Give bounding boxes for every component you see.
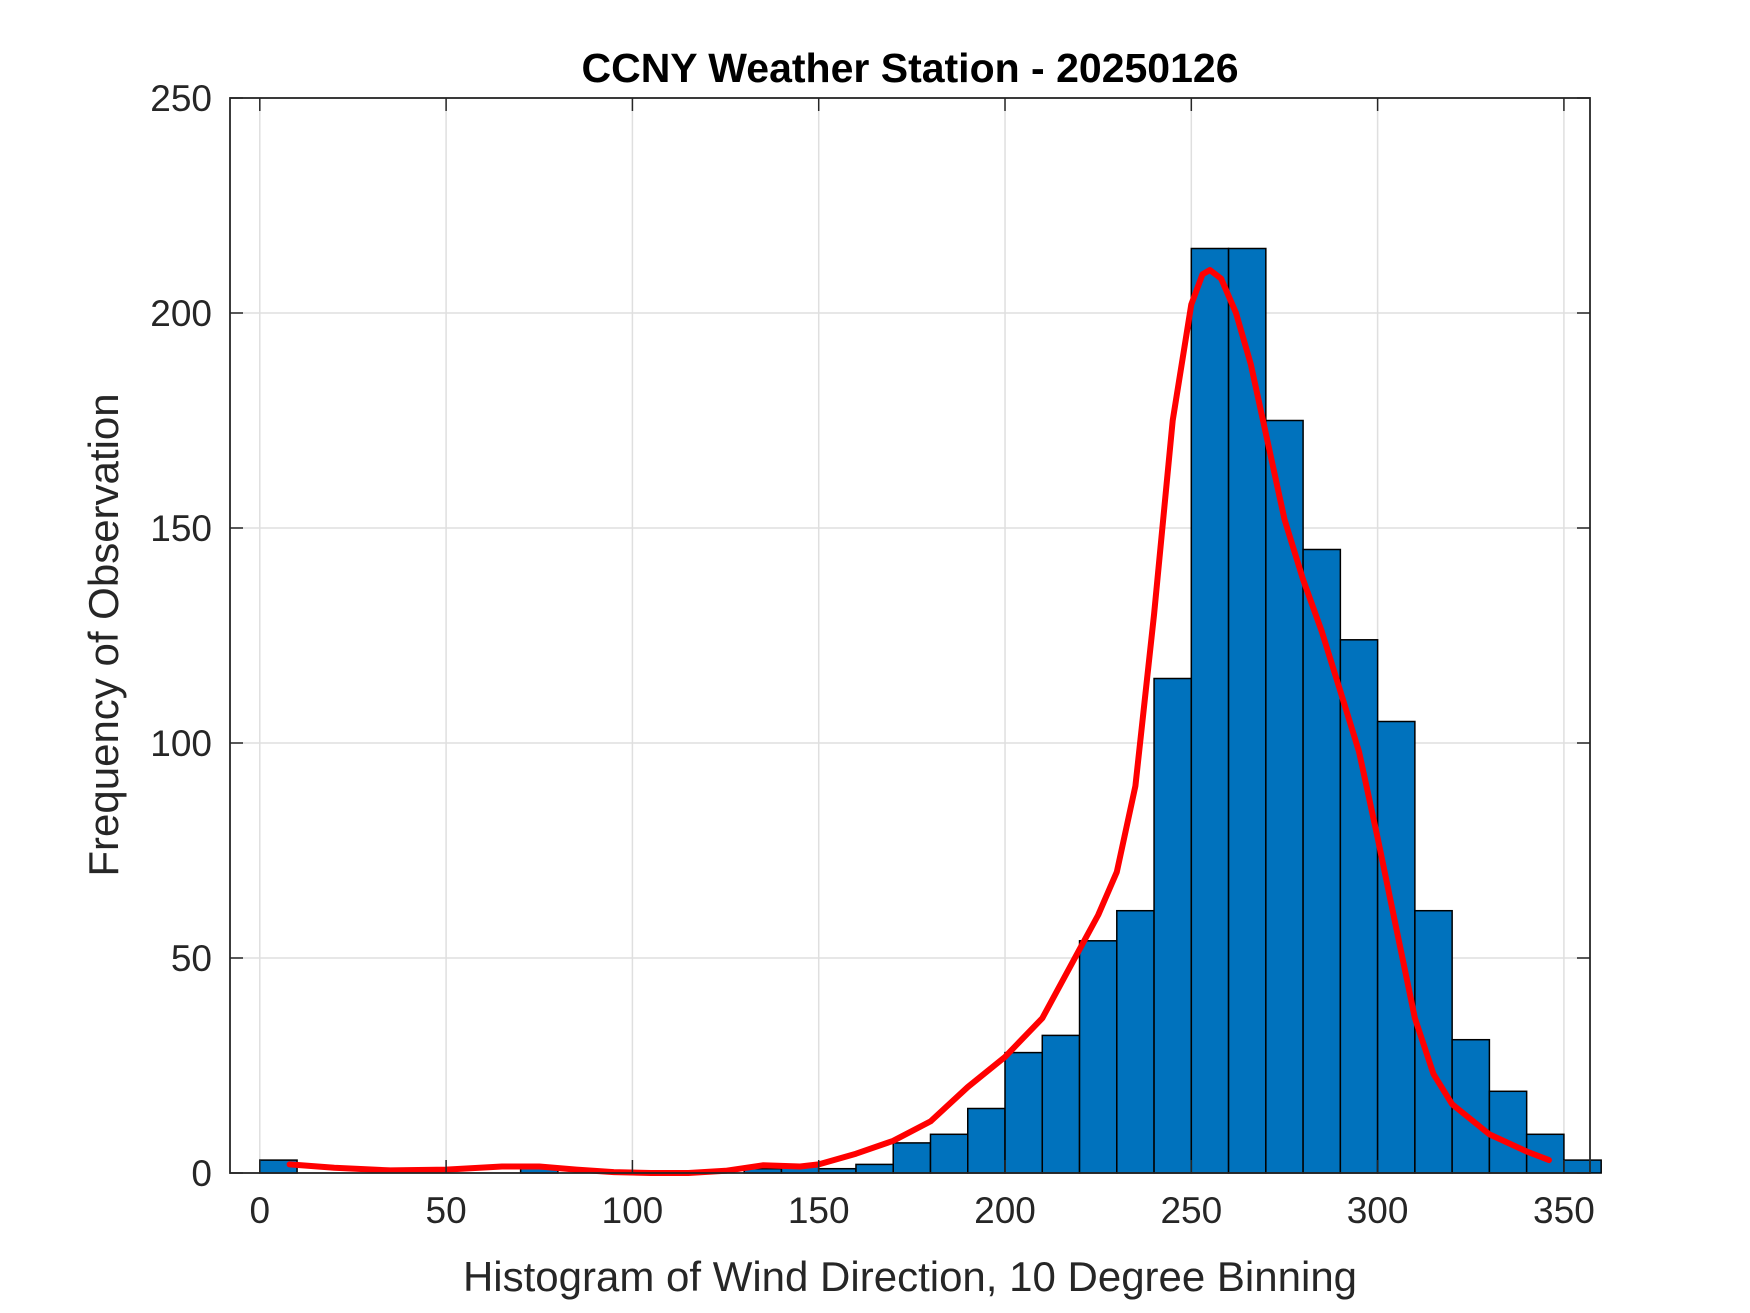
histogram-bar [1078, 940, 1118, 1174]
histogram-bar [1190, 247, 1230, 1174]
x-axis-label: Histogram of Wind Direction, 10 Degree B… [463, 1253, 1357, 1300]
x-tick-label: 350 [1533, 1190, 1595, 1231]
y-tick-labels: 0 50 100 150 200 250 [150, 78, 212, 1194]
y-tick-label: 200 [150, 293, 212, 334]
x-tick-label: 200 [974, 1190, 1036, 1231]
y-tick-label: 100 [150, 723, 212, 764]
axes-box [229, 97, 1591, 1174]
histogram-bar [929, 1133, 969, 1174]
x-tick-label: 0 [250, 1190, 271, 1231]
x-tick-label: 150 [788, 1190, 850, 1231]
histogram-bar [1563, 1159, 1602, 1174]
histogram-bar [967, 1107, 1006, 1174]
histogram-bar [1116, 909, 1155, 1174]
histogram-bar [1265, 419, 1304, 1174]
y-tick-label: 0 [191, 1153, 212, 1194]
histogram-bar [1004, 1051, 1044, 1174]
histogram-bar [1153, 677, 1193, 1174]
histogram-bar [855, 1163, 894, 1174]
x-tick-label: 300 [1347, 1190, 1409, 1231]
x-tick-labels: 0 50 100 150 200 250 300 350 [250, 1190, 1595, 1231]
histogram-bar [1488, 1090, 1528, 1174]
x-tick-label: 250 [1160, 1190, 1222, 1231]
histogram-bar [1376, 720, 1416, 1174]
histogram-bar [1227, 247, 1267, 1174]
y-tick-label: 250 [150, 78, 212, 119]
axes [229, 97, 1591, 1174]
x-tick-label: 100 [602, 1190, 664, 1231]
y-axis-label: Frequency of Observation [80, 393, 127, 876]
y-tick-label: 150 [150, 508, 212, 549]
x-tick-label: 50 [426, 1190, 467, 1231]
histogram-bar [1302, 548, 1342, 1174]
histogram-bar [892, 1142, 932, 1174]
chart-title: CCNY Weather Station - 20250126 [581, 45, 1238, 91]
histogram-bar [1041, 1034, 1081, 1174]
y-tick-label: 50 [171, 938, 212, 979]
histogram-bar [1339, 639, 1379, 1174]
